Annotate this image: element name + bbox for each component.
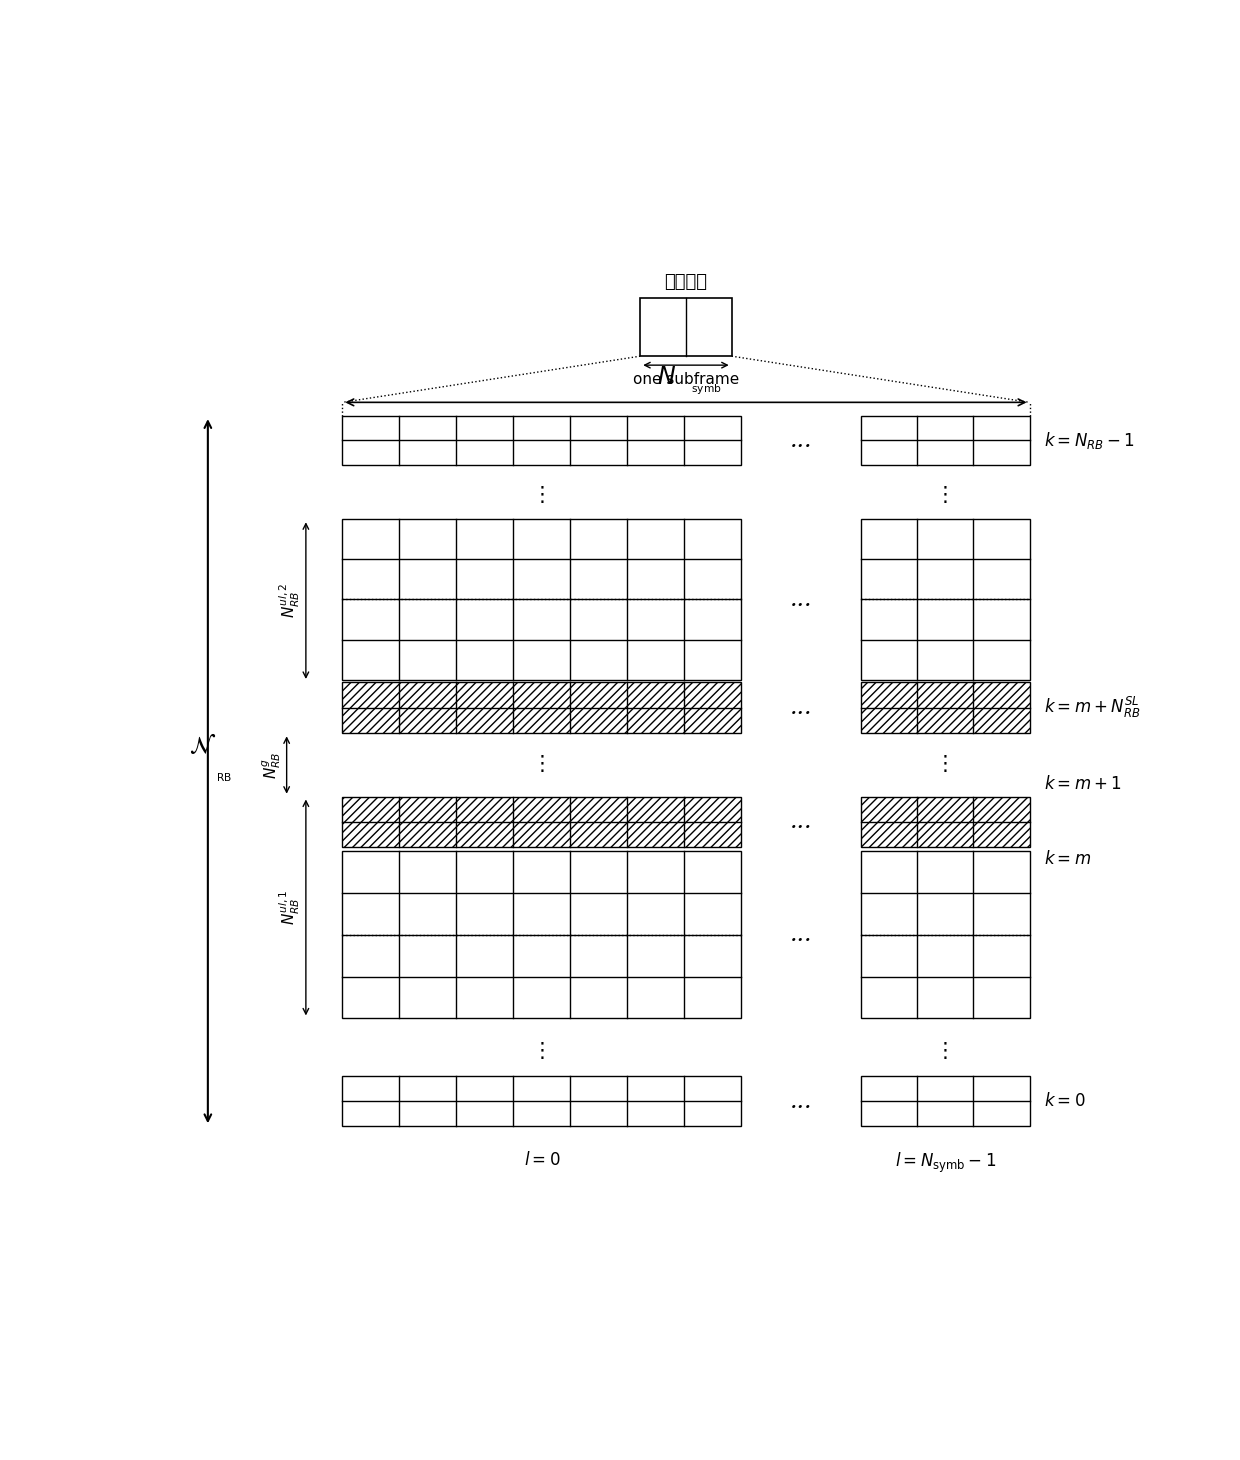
Text: ⋮: ⋮ — [935, 485, 956, 505]
Bar — [862, 797, 1029, 847]
Text: $N$: $N$ — [657, 366, 676, 388]
Bar — [862, 1076, 1029, 1126]
Text: one subframe: one subframe — [632, 372, 739, 387]
Text: ⋮: ⋮ — [935, 1041, 956, 1060]
Bar — [640, 298, 732, 356]
Text: $\mathcal{N}$: $\mathcal{N}$ — [190, 733, 217, 758]
Text: $k=0$: $k=0$ — [1044, 1092, 1085, 1110]
Bar — [342, 797, 742, 847]
Bar — [862, 851, 1029, 1019]
Text: ...: ... — [790, 810, 812, 834]
Text: ...: ... — [790, 588, 812, 610]
Text: ⋮: ⋮ — [532, 485, 552, 505]
Text: ...: ... — [790, 923, 812, 946]
Bar — [862, 520, 1029, 679]
Bar — [342, 851, 742, 1019]
Bar — [862, 797, 1029, 847]
Bar — [342, 682, 742, 733]
Bar — [862, 416, 1029, 464]
Text: $_{\rm RB}$: $_{\rm RB}$ — [216, 769, 232, 784]
Text: $l=N_{\mathrm{symb}}-1$: $l=N_{\mathrm{symb}}-1$ — [895, 1150, 996, 1175]
Text: $_{\rm symb}$: $_{\rm symb}$ — [691, 383, 722, 397]
Bar — [862, 682, 1029, 733]
Bar — [342, 682, 742, 733]
Text: ⋮: ⋮ — [532, 1041, 552, 1060]
Text: $l=0$: $l=0$ — [523, 1150, 560, 1169]
Text: ...: ... — [790, 696, 812, 720]
Text: $k=m+1$: $k=m+1$ — [1044, 775, 1122, 793]
Text: $N_{RB}^{ul,1}$: $N_{RB}^{ul,1}$ — [278, 889, 303, 926]
Text: $k=m$: $k=m$ — [1044, 850, 1091, 869]
Text: ⋮: ⋮ — [935, 755, 956, 774]
Text: ⋮: ⋮ — [532, 755, 552, 774]
Bar — [342, 416, 742, 464]
Text: $N_{RB}^{ul,2}$: $N_{RB}^{ul,2}$ — [278, 583, 303, 619]
Bar — [342, 520, 742, 679]
Text: ...: ... — [790, 1089, 812, 1113]
Text: 一个子帧: 一个子帧 — [665, 273, 708, 291]
Text: $N_{RB}^{g}$: $N_{RB}^{g}$ — [260, 752, 283, 778]
Bar — [342, 797, 742, 847]
Text: $k=m+N_{RB}^{SL}$: $k=m+N_{RB}^{SL}$ — [1044, 695, 1141, 720]
Bar — [862, 682, 1029, 733]
Text: $k=N_{RB}-1$: $k=N_{RB}-1$ — [1044, 429, 1135, 451]
Text: ...: ... — [790, 429, 812, 453]
Bar — [342, 1076, 742, 1126]
